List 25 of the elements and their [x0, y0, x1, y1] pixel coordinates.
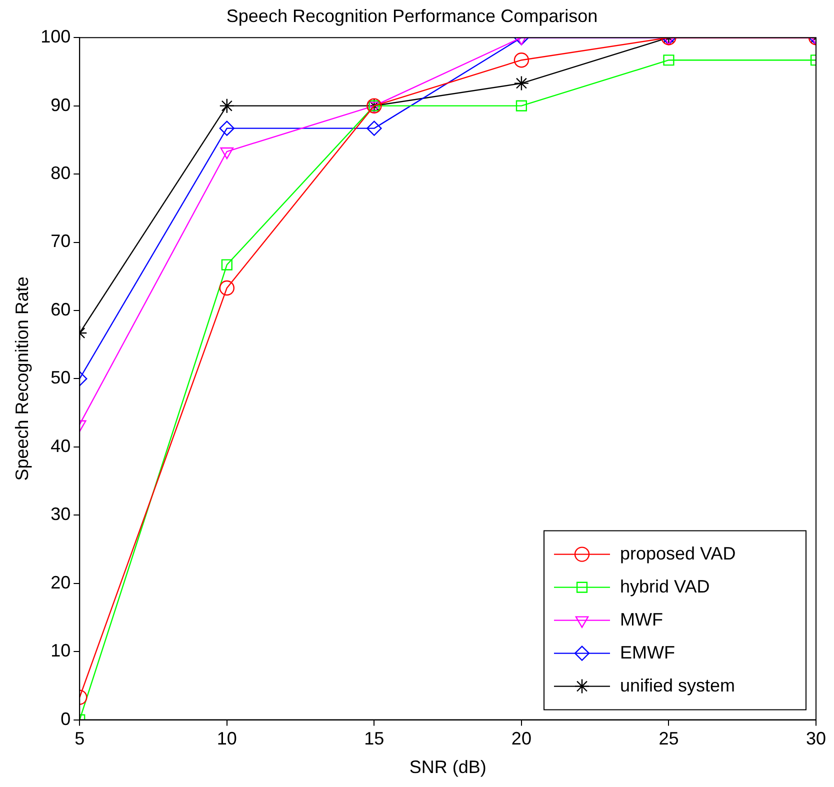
x-tick-label: 15 — [364, 728, 384, 749]
y-tick-label: 90 — [50, 94, 71, 115]
legend-label: EMWF — [620, 642, 675, 662]
y-tick-label: 40 — [50, 436, 71, 456]
x-axis-title: SNR (dB) — [409, 757, 486, 778]
legend-label: unified system — [620, 675, 736, 696]
x-tick-label: 20 — [511, 728, 532, 749]
legend-label: proposed VAD — [620, 543, 736, 564]
x-tick-label: 10 — [216, 728, 237, 749]
y-tick-label: 70 — [50, 231, 71, 252]
x-tick-label: 30 — [806, 728, 826, 749]
y-tick-label: 50 — [50, 368, 71, 388]
y-tick-label: 30 — [50, 504, 71, 524]
legend-label: MWF — [620, 609, 663, 630]
x-tick-label: 5 — [74, 728, 85, 749]
x-tick-label: 25 — [658, 728, 679, 749]
y-axis-title: Speech Recognition Rate — [12, 276, 32, 481]
y-tick-label: 60 — [50, 299, 71, 320]
y-tick-label: 0 — [60, 708, 71, 729]
chart-title: Speech Recognition Performance Comparison — [226, 6, 598, 26]
y-tick-label: 100 — [40, 26, 71, 47]
y-tick-label: 20 — [50, 572, 71, 592]
y-tick-label: 10 — [50, 640, 71, 661]
legend-label: hybrid VAD — [620, 576, 710, 596]
y-tick-label: 80 — [50, 163, 71, 184]
